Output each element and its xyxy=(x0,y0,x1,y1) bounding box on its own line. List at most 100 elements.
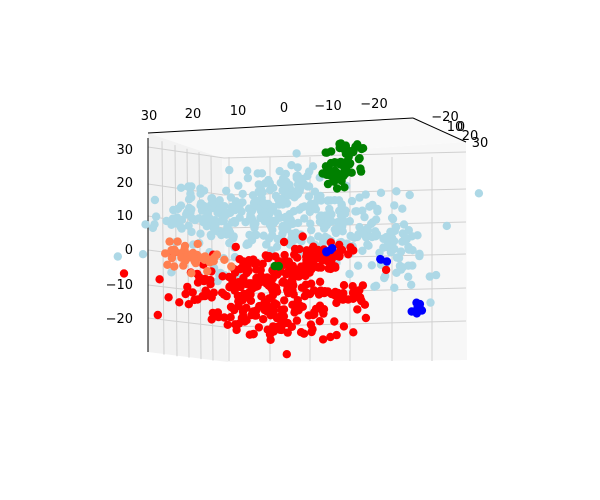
scatter-point xyxy=(253,169,262,178)
scatter-point xyxy=(249,255,258,264)
scatter-point xyxy=(167,246,176,255)
scatter-point xyxy=(279,237,289,247)
z-tick-label: −10 xyxy=(106,278,133,293)
scatter-point xyxy=(293,296,302,305)
scatter-point xyxy=(279,174,288,183)
axis-edges xyxy=(147,117,467,352)
scatter-point xyxy=(392,187,401,196)
scatter-point xyxy=(326,245,335,255)
scatter-point xyxy=(353,261,363,270)
x-tick-label: 30 xyxy=(141,109,158,124)
scatter-point xyxy=(246,296,256,305)
y-tick-label: −20 xyxy=(431,110,458,125)
scatter-point xyxy=(247,310,256,320)
scatter-point xyxy=(183,282,192,292)
scatter-point xyxy=(262,240,271,249)
scatter-point xyxy=(318,335,328,344)
scatter-point xyxy=(405,190,414,200)
z-tick-label: 0 xyxy=(125,243,133,258)
scatter-point xyxy=(288,275,297,284)
scatter-point xyxy=(292,303,302,312)
scatter-point xyxy=(280,296,289,305)
scatter-point xyxy=(300,202,309,211)
scatter-point xyxy=(299,329,309,338)
scatter-point xyxy=(307,265,316,274)
scatter-point xyxy=(193,278,203,287)
scatter-point xyxy=(361,233,371,242)
scatter-point xyxy=(327,217,336,226)
scatter-point xyxy=(283,328,292,337)
scatter-point xyxy=(334,223,343,232)
scatter-point xyxy=(164,293,173,302)
scatter-point xyxy=(220,313,229,322)
scatter-point xyxy=(305,167,314,176)
scatter-point xyxy=(314,262,323,272)
scatter-point xyxy=(321,232,330,242)
scatter-point xyxy=(201,286,210,295)
scatter-point xyxy=(227,262,236,271)
scatter-point xyxy=(153,310,162,320)
y-axis-line xyxy=(412,117,467,143)
scatter-point xyxy=(323,196,332,205)
y-tick-label: 30 xyxy=(472,136,489,151)
scatter-point xyxy=(184,300,193,309)
scatter-point xyxy=(234,181,243,190)
scatter-point xyxy=(335,143,344,153)
scatter-point xyxy=(206,275,215,285)
scatter-point xyxy=(324,163,333,173)
scatter-point xyxy=(196,253,205,262)
scatter-point xyxy=(177,224,186,233)
scatter-point xyxy=(297,174,306,184)
scatter-point xyxy=(355,154,364,163)
scatter-point xyxy=(173,204,183,214)
grid-line xyxy=(147,146,225,159)
scatter-point xyxy=(230,216,239,226)
scatter-point xyxy=(346,231,355,241)
scatter-point xyxy=(151,212,161,221)
scatter-point xyxy=(278,223,287,233)
x-tick-label: −20 xyxy=(360,97,387,112)
scatter-point xyxy=(349,328,358,337)
scatter-point xyxy=(173,237,182,246)
scatter-point xyxy=(163,260,172,269)
scatter-point xyxy=(345,269,354,279)
scatter-point xyxy=(265,216,274,226)
scatter-point xyxy=(402,235,411,244)
scatter-point xyxy=(351,207,360,216)
scatter-point xyxy=(347,196,357,206)
scatter-point xyxy=(293,163,302,172)
scatter-point xyxy=(278,197,287,206)
scatter-point xyxy=(246,231,256,241)
scatter-point xyxy=(244,204,254,213)
scatter-point xyxy=(431,270,441,280)
scatter-point xyxy=(269,306,278,316)
scatter-point xyxy=(380,273,389,283)
scatter-point xyxy=(271,252,280,261)
scatter-point xyxy=(353,292,362,302)
scatter-point xyxy=(182,210,191,219)
scatter-point xyxy=(268,281,278,290)
scatter-point xyxy=(340,183,349,192)
scatter-point xyxy=(358,246,367,255)
scatter-point xyxy=(242,303,251,312)
scatter-point xyxy=(364,241,373,250)
scatter-point xyxy=(284,265,294,275)
scatter-point xyxy=(425,272,434,281)
scatter-point xyxy=(306,199,316,209)
scatter-point xyxy=(338,169,347,179)
scatter-point xyxy=(264,175,273,185)
scatter-point xyxy=(278,311,287,320)
scatter-point xyxy=(337,245,347,255)
scatter-point xyxy=(368,218,377,227)
scatter-point xyxy=(181,289,190,299)
scatter-point xyxy=(205,214,214,223)
scatter-point xyxy=(199,201,209,211)
scatter-point xyxy=(330,196,339,205)
scatter-point xyxy=(407,280,416,289)
scatter-point xyxy=(330,166,340,175)
scatter-point xyxy=(293,218,303,228)
scatter-point xyxy=(223,320,232,329)
scatter-point xyxy=(388,214,398,224)
scatter-point xyxy=(367,261,376,270)
